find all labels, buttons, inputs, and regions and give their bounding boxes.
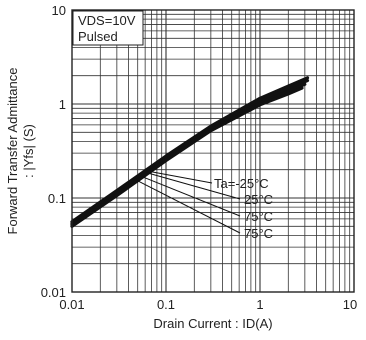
y-axis-label-line1: Forward Transfer Admittance [5, 68, 20, 235]
grid [72, 10, 354, 292]
x-tick-label: 1 [256, 297, 263, 312]
y-tick-label: 10 [52, 3, 66, 18]
series-line [70, 86, 304, 228]
series-label: 75°C [244, 209, 273, 224]
x-tick-label: 0.01 [59, 297, 84, 312]
plot-frame [71, 9, 355, 293]
y-tick-label: 0.1 [48, 191, 66, 206]
y-axis-label-line2: : |Yfs| (S) [21, 124, 36, 178]
leader-line [145, 170, 213, 184]
y-tick-label: 0.01 [41, 285, 66, 300]
leader-line [137, 180, 241, 234]
leader-line [145, 171, 241, 200]
y-tick-labels: 10 1 0.1 0.01 [41, 3, 66, 300]
series-label: 25°C [244, 192, 273, 207]
x-tick-labels: 0.01 0.1 1 10 [59, 297, 357, 312]
series-layer [70, 76, 310, 228]
series-label: Ta=-25°C [214, 176, 269, 191]
series-label: 75°C [244, 226, 273, 241]
leader-lines [137, 170, 241, 234]
series-labels: Ta=-25°C 25°C 75°C 75°C [214, 176, 273, 241]
x-tick-label: 10 [343, 297, 357, 312]
condition-box-bg [72, 10, 144, 46]
condition-vds: VDS=10V [78, 13, 136, 28]
x-tick-label: 0.1 [157, 297, 175, 312]
x-axis-label: Drain Current : ID(A) [153, 316, 272, 331]
condition-pulsed: Pulsed [78, 29, 118, 44]
leader-line [141, 175, 241, 217]
condition-box: VDS=10V Pulsed [72, 10, 144, 46]
y-tick-label: 1 [59, 97, 66, 112]
